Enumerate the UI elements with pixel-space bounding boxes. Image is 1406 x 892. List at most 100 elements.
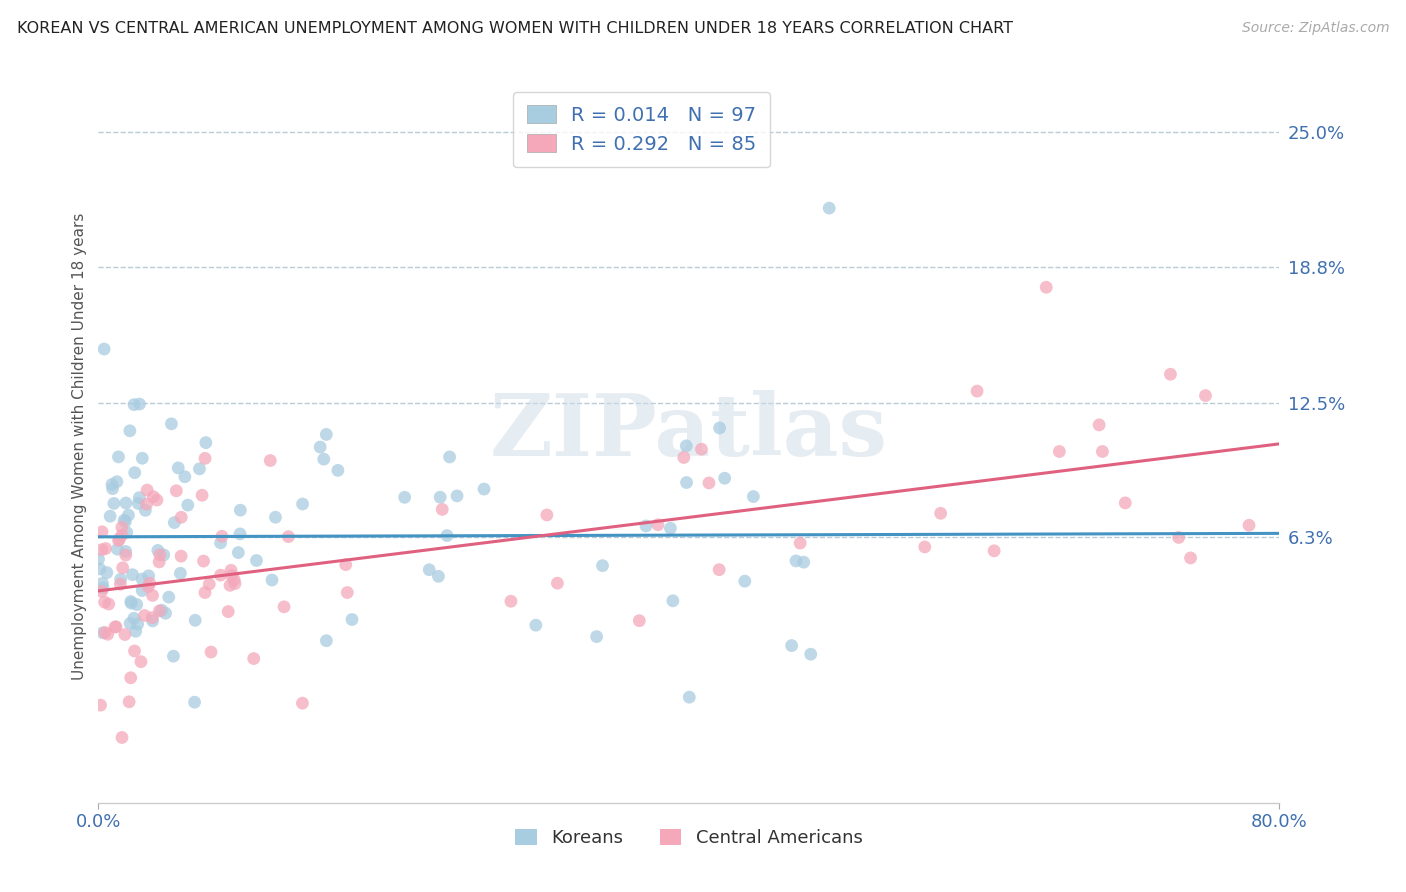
Point: [139, 576, 162, 591]
Point: [107, 542, 129, 557]
Point: [291, 497, 314, 511]
Point: [141, 610, 163, 624]
Point: [110, 577, 132, 591]
Point: [94, 625, 117, 640]
Point: [110, 572, 132, 586]
Point: [277, 530, 299, 544]
Point: [90, 698, 112, 713]
Y-axis label: Unemployment Among Women with Children Under 18 years: Unemployment Among Women with Children U…: [72, 212, 87, 680]
Point: [439, 450, 461, 464]
Point: [326, 463, 349, 477]
Point: [309, 440, 332, 454]
Point: [191, 488, 214, 502]
Point: [789, 536, 811, 550]
Point: [148, 604, 170, 618]
Point: [315, 427, 337, 442]
Point: [194, 585, 217, 599]
Point: [662, 594, 685, 608]
Point: [94, 541, 117, 556]
Point: [122, 398, 145, 412]
Text: KOREAN VS CENTRAL AMERICAN UNEMPLOYMENT AMONG WOMEN WITH CHILDREN UNDER 18 YEARS: KOREAN VS CENTRAL AMERICAN UNEMPLOYMENT …: [17, 21, 1012, 37]
Point: [93, 342, 115, 356]
Point: [150, 603, 173, 617]
Point: [134, 608, 156, 623]
Point: [146, 543, 169, 558]
Point: [115, 496, 138, 510]
Point: [229, 527, 252, 541]
Point: [91, 625, 114, 640]
Point: [983, 544, 1005, 558]
Point: [163, 516, 186, 530]
Point: [96, 566, 118, 580]
Point: [336, 585, 359, 599]
Point: [221, 568, 243, 582]
Point: [219, 563, 242, 577]
Point: [121, 567, 143, 582]
Point: [818, 201, 841, 215]
Point: [499, 594, 522, 608]
Point: [118, 424, 141, 438]
Point: [194, 435, 217, 450]
Point: [312, 452, 335, 467]
Point: [98, 509, 121, 524]
Text: ZIPatlas: ZIPatlas: [489, 390, 889, 474]
Point: [690, 442, 713, 457]
Point: [91, 576, 114, 591]
Point: [134, 503, 156, 517]
Point: [120, 616, 142, 631]
Point: [264, 510, 287, 524]
Text: Source: ZipAtlas.com: Source: ZipAtlas.com: [1241, 21, 1389, 36]
Point: [1091, 444, 1114, 458]
Point: [170, 510, 193, 524]
Point: [242, 651, 264, 665]
Point: [713, 471, 735, 485]
Point: [97, 627, 120, 641]
Point: [472, 482, 495, 496]
Point: [198, 577, 221, 591]
Point: [193, 554, 215, 568]
Point: [647, 517, 669, 532]
Point: [101, 477, 124, 491]
Point: [111, 561, 134, 575]
Point: [914, 540, 936, 554]
Point: [136, 483, 159, 497]
Point: [742, 490, 765, 504]
Point: [105, 620, 128, 634]
Point: [169, 566, 191, 581]
Point: [138, 569, 160, 583]
Point: [1194, 388, 1216, 402]
Point: [273, 599, 295, 614]
Point: [200, 645, 222, 659]
Point: [108, 532, 131, 546]
Point: [112, 513, 135, 527]
Point: [167, 461, 190, 475]
Point: [429, 490, 451, 504]
Point: [634, 519, 657, 533]
Point: [111, 528, 134, 542]
Point: [1035, 280, 1057, 294]
Point: [97, 597, 120, 611]
Point: [127, 496, 149, 510]
Point: [709, 421, 731, 435]
Point: [105, 475, 128, 489]
Point: [90, 584, 112, 599]
Point: [209, 568, 232, 582]
Point: [585, 630, 607, 644]
Point: [785, 554, 807, 568]
Point: [114, 544, 136, 558]
Point: [125, 598, 148, 612]
Point: [122, 611, 145, 625]
Point: [120, 671, 142, 685]
Point: [427, 569, 450, 583]
Point: [436, 528, 458, 542]
Point: [173, 469, 195, 483]
Point: [335, 558, 357, 572]
Point: [148, 555, 170, 569]
Point: [800, 647, 823, 661]
Point: [209, 536, 232, 550]
Point: [157, 590, 180, 604]
Point: [929, 506, 952, 520]
Point: [245, 553, 267, 567]
Point: [90, 542, 112, 557]
Point: [1180, 550, 1202, 565]
